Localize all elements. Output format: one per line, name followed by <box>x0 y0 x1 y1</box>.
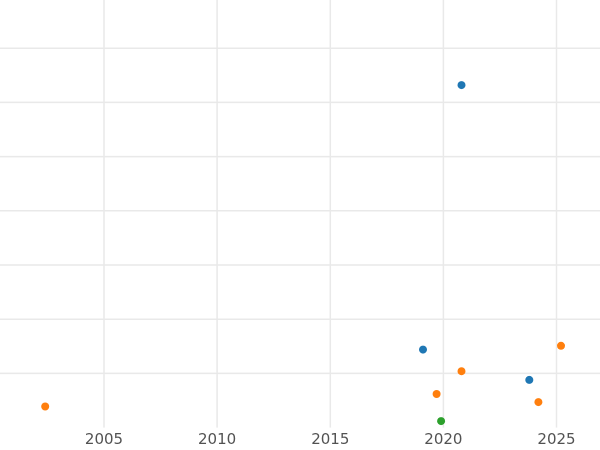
scatter-point-blue <box>457 81 466 90</box>
scatter-point-green <box>437 417 446 426</box>
x-axis-tick-label: 2015 <box>311 430 349 448</box>
scatter-point-orange <box>432 390 441 398</box>
x-axis-tick-label: 2005 <box>85 430 123 448</box>
scatter-point-orange <box>41 402 50 411</box>
scatter-point-blue <box>419 345 427 354</box>
x-axis-tick-label: 2020 <box>424 430 462 448</box>
scatter-point-orange <box>557 341 565 350</box>
x-axis-tick-label: 2010 <box>198 430 236 448</box>
scatter-point-orange <box>457 367 466 376</box>
x-axis-tick-label: 2025 <box>537 430 575 448</box>
scatter-point-orange <box>534 398 543 407</box>
scatter-point-blue <box>525 375 534 384</box>
